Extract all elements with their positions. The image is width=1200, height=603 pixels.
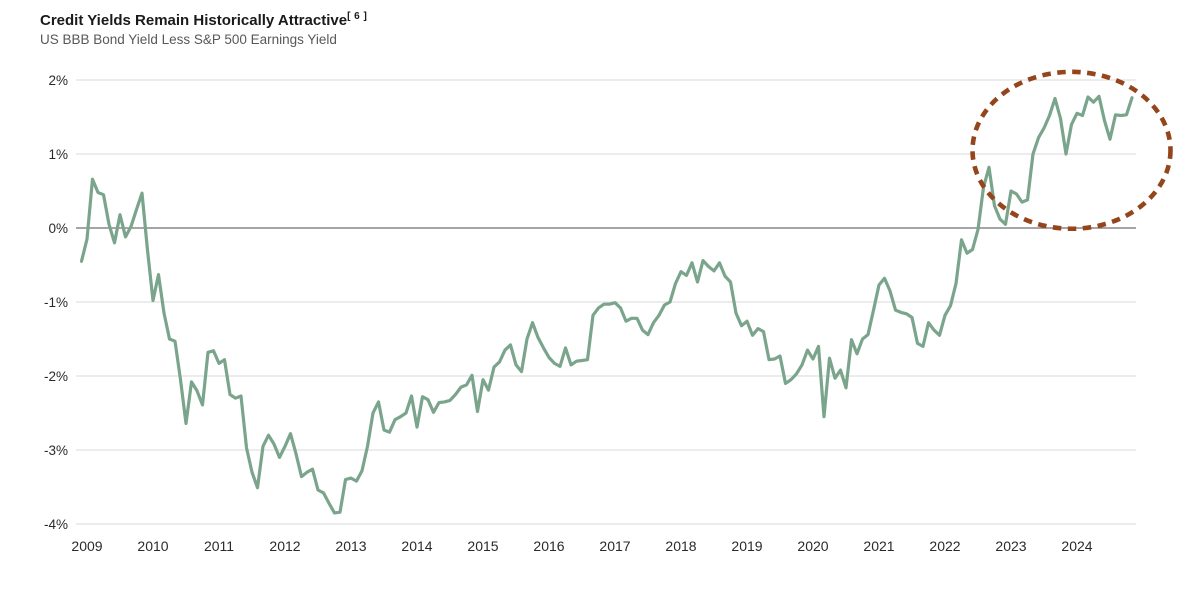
y-tick-label: -2% <box>44 369 68 384</box>
chart-title-text: Credit Yields Remain Historically Attrac… <box>40 12 348 29</box>
x-tick-label: 2024 <box>1061 538 1092 554</box>
x-tick-label: 2010 <box>137 538 168 554</box>
x-tick-label: 2011 <box>204 538 234 554</box>
y-tick-label: -3% <box>44 443 68 458</box>
y-tick-label: 2% <box>48 73 68 88</box>
x-tick-label: 2023 <box>995 538 1026 554</box>
x-tick-label: 2017 <box>599 538 630 554</box>
chart-subtitle: US BBB Bond Yield Less S&P 500 Earnings … <box>40 32 337 47</box>
x-tick-label: 2009 <box>71 538 102 554</box>
y-tick-label: 0% <box>48 221 68 236</box>
x-tick-label: 2014 <box>401 538 432 554</box>
x-tick-label: 2020 <box>797 538 828 554</box>
x-tick-label: 2016 <box>533 538 564 554</box>
x-tick-label: 2015 <box>467 538 498 554</box>
x-tick-label: 2022 <box>929 538 960 554</box>
footnote-marker-6: [ 6 ] <box>347 11 368 22</box>
y-tick-label: 1% <box>48 147 68 162</box>
x-tick-label: 2021 <box>863 538 894 554</box>
chart-title: Credit Yields Remain Historically Attrac… <box>40 11 367 30</box>
x-tick-label: 2018 <box>665 538 696 554</box>
y-tick-label: -1% <box>44 295 68 310</box>
x-tick-label: 2013 <box>335 538 366 554</box>
yield-spread-line <box>79 94 1134 515</box>
x-tick-label: 2012 <box>269 538 300 554</box>
x-tick-label: 2019 <box>731 538 762 554</box>
y-tick-label: -4% <box>44 517 68 532</box>
highlight-ellipse <box>970 69 1173 232</box>
